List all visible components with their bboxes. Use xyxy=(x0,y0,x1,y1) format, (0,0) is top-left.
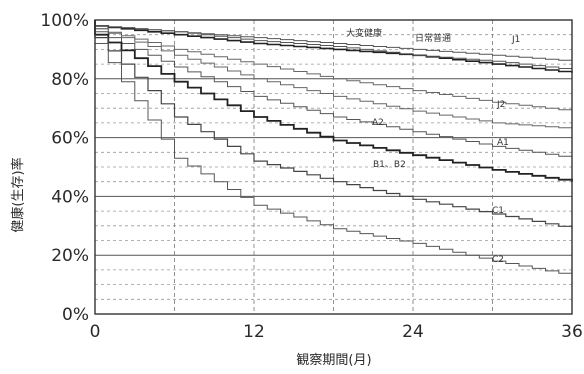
y-axis-title: 健康(生存)率 xyxy=(10,157,26,232)
y-tick-label: 80% xyxy=(51,70,89,90)
series-line-5 xyxy=(94,20,573,159)
series-label-a1: A1 xyxy=(497,138,509,148)
y-tick-label: 100% xyxy=(40,11,89,31)
series-line-7 xyxy=(94,20,573,229)
series-line-6 xyxy=(94,20,573,182)
series-label-daihen: 大変健康 xyxy=(346,27,382,39)
x-axis-title: 観察期間(月) xyxy=(296,353,371,368)
series-label-c1: C1 xyxy=(492,206,504,216)
series-label-nichijo: 日常普通 xyxy=(415,32,451,44)
plot-frame xyxy=(94,19,573,315)
series-label-j2: J2 xyxy=(496,100,505,110)
y-tick-label: 0% xyxy=(62,305,89,325)
series-label-c2: C2 xyxy=(492,255,504,265)
series-line-4 xyxy=(94,20,573,129)
x-tick-label: 24 xyxy=(402,322,424,342)
y-tick-label: 40% xyxy=(51,187,89,207)
series-line-3 xyxy=(94,20,573,112)
series-label-j1: J1 xyxy=(511,35,520,45)
y-tick-label: 20% xyxy=(51,246,89,266)
series-group xyxy=(94,20,573,276)
series-line-8 xyxy=(94,20,573,276)
series-line-1 xyxy=(94,20,573,73)
y-tick-label: 60% xyxy=(51,129,89,149)
x-tick-label: 12 xyxy=(243,322,265,342)
series-label-a2: A2 xyxy=(372,118,384,128)
x-tick-label: 0 xyxy=(90,322,101,342)
series-label-b1b2: B1、B2 xyxy=(373,160,406,170)
tick-labels: 0% 20% 40% 60% 80% 100% 0 12 24 36 xyxy=(40,11,582,342)
series-line-2 xyxy=(94,20,573,70)
x-tick-label: 36 xyxy=(561,322,583,342)
